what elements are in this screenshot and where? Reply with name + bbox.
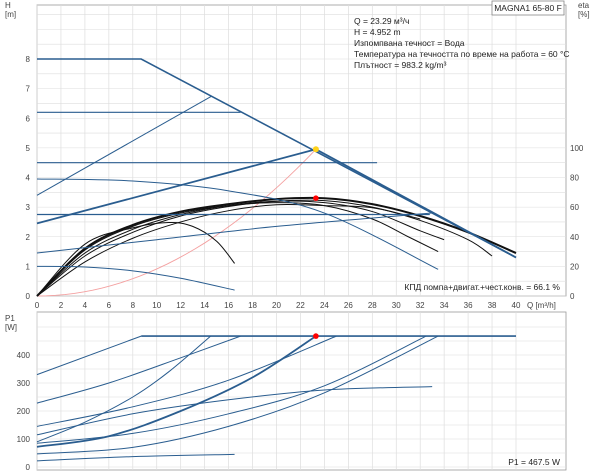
info-q: Q = 23.29 м³/ч [354, 16, 409, 26]
x-tick-label: 26 [344, 301, 353, 310]
y-tick-label: 1 [26, 262, 31, 271]
curve-prop-pressure-low [36, 212, 433, 254]
p1-tick-label: 200 [17, 407, 31, 416]
x-tick-label: 32 [416, 301, 425, 310]
y-tick-label: 4 [26, 174, 31, 183]
power-point-marker [313, 333, 319, 339]
y-tick-label: 3 [26, 203, 31, 212]
y-tick-label: 8 [26, 55, 31, 64]
power-curves [36, 333, 516, 462]
power-label: P1 = 467.5 W [508, 457, 560, 467]
x-tick-label: 4 [83, 301, 88, 310]
p1-axis-unit: [W] [5, 323, 17, 332]
x-tick-label: 8 [131, 301, 136, 310]
info-density: Плътност = 983.2 kg/m³ [354, 60, 447, 70]
y-axis-unit: [m] [5, 10, 16, 19]
chart-title: MAGNA1 65-80 F [494, 3, 562, 13]
x-tick-label: 10 [152, 301, 161, 310]
p1-tick-label: 100 [17, 435, 31, 444]
x-tick-label: 12 [176, 301, 185, 310]
y2-tick-label: 0 [570, 292, 575, 301]
head-curves [36, 58, 517, 297]
p1-axis-label: P1 [5, 314, 15, 323]
curve-eta-2 [36, 202, 439, 297]
x-tick-label: 14 [200, 301, 209, 310]
curve-autoadapt-curve [36, 178, 439, 270]
info-fluid: Изпомпвана течност = Вода [354, 38, 465, 48]
power-p-2 [36, 335, 241, 404]
info-temp: Температура на течността по време на раб… [354, 49, 570, 59]
curve-eta-4 [36, 203, 421, 297]
axis-labels: H [m] eta [%] Q [m³/h] P1 [W] MAGNA1 65-… [5, 0, 590, 467]
bottom-grid: 0 100 200 300 400 [17, 311, 567, 472]
efficiency-point-marker [313, 195, 319, 201]
x-tick-label: 24 [320, 301, 329, 310]
duty-max-segment [315, 148, 517, 259]
y2-axis-label: eta [578, 1, 590, 10]
x-tick-label: 6 [107, 301, 112, 310]
power-p-8 [36, 453, 235, 462]
x-tick-label: 38 [488, 301, 497, 310]
y2-tick-label: 80 [570, 174, 579, 183]
x-tick-label: 34 [440, 301, 449, 310]
curve-prop-pressure-high [36, 95, 213, 196]
title-box [491, 0, 565, 16]
x-tick-label: 20 [272, 301, 281, 310]
power-p-duty [36, 335, 317, 448]
x-tick-label: 30 [392, 301, 401, 310]
power-p-7 [36, 335, 439, 455]
p1-tick-label: 300 [17, 379, 31, 388]
y2-tick-label: 100 [570, 144, 584, 153]
x-tick-label: 40 [512, 301, 521, 310]
curve-eta-1 [36, 221, 235, 297]
x-tick-label: 0 [35, 301, 40, 310]
y-tick-label: 6 [26, 114, 31, 123]
x-tick-label: 28 [368, 301, 377, 310]
curve-max-curve [37, 58, 517, 259]
curve-eta-5 [36, 200, 445, 297]
y-tick-label: 2 [26, 233, 31, 242]
y2-tick-label: 20 [570, 262, 579, 271]
y-axis-label: H [5, 1, 11, 10]
x-tick-label: 18 [248, 301, 257, 310]
x-tick-label: 36 [464, 301, 473, 310]
p1-tick-label: 400 [17, 351, 31, 360]
curve-prop-pressure-duty [36, 148, 317, 225]
x-tick-label: 16 [224, 301, 233, 310]
y-tick-label: 0 [26, 292, 31, 301]
y-tick-label: 7 [26, 85, 31, 94]
x-tick-label: 2 [59, 301, 64, 310]
power-p-3 [36, 335, 211, 443]
y2-tick-label: 40 [570, 233, 579, 242]
efficiency-label: КПД помпа+двигат.+чест.конв. = 66.1 % [404, 282, 560, 292]
curve-min-curve [36, 265, 235, 291]
y-tick-label: 5 [26, 144, 31, 153]
power-p-1 [36, 335, 142, 376]
power-p-5 [36, 386, 433, 436]
power-p-4 [36, 335, 337, 427]
system-curve [36, 148, 317, 297]
info-h: H = 4.952 m [354, 27, 401, 37]
p1-tick-label: 0 [26, 463, 31, 472]
y2-axis-unit: [%] [578, 10, 590, 19]
duty-point-marker [312, 146, 319, 153]
power-p-6 [36, 335, 427, 444]
x-tick-label: 22 [296, 301, 305, 310]
x-axis-label: Q [m³/h] [527, 301, 556, 310]
y2-tick-label: 60 [570, 203, 579, 212]
